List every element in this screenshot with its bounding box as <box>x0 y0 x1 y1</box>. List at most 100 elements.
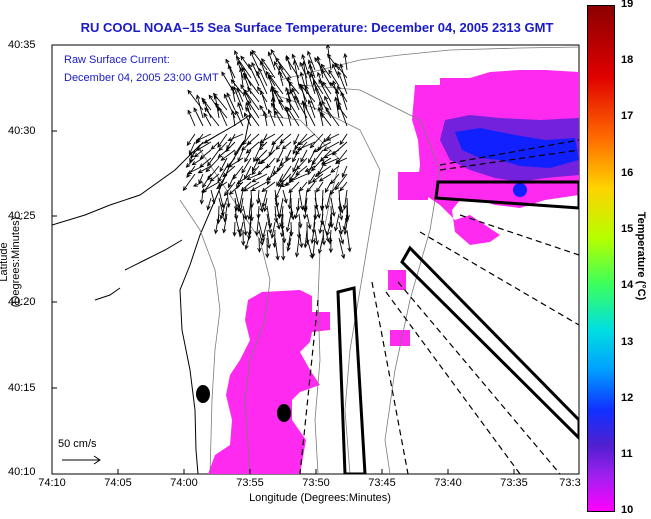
current-vector <box>311 221 316 244</box>
current-vector <box>204 107 220 127</box>
current-vector-head <box>323 138 328 143</box>
current-vector <box>318 107 324 127</box>
current-vector <box>260 61 268 79</box>
current-vector <box>282 189 287 203</box>
current-vector <box>205 157 220 172</box>
current-vector-head <box>243 91 248 97</box>
current-vector <box>257 189 260 204</box>
current-vector-head <box>223 191 229 197</box>
current-vector-head <box>290 215 295 221</box>
current-vector-head <box>301 60 307 66</box>
current-vector-head <box>339 140 344 146</box>
current-vector-head <box>270 96 276 102</box>
current-vector-head <box>243 187 248 192</box>
current-vector-head <box>225 58 230 64</box>
current-vector <box>338 197 343 213</box>
current-vector <box>305 165 316 172</box>
current-vector-head <box>187 89 192 95</box>
current-vector <box>260 90 268 111</box>
current-vector <box>314 197 320 218</box>
current-vector <box>244 89 260 111</box>
current-vector-head <box>209 177 215 182</box>
colorbar-tick-label: 16 <box>621 167 634 179</box>
current-vector <box>322 157 340 166</box>
current-vector <box>295 165 308 176</box>
current-vector <box>280 165 292 183</box>
current-vector <box>232 110 236 127</box>
current-vector <box>245 107 260 127</box>
current-vector <box>312 173 324 183</box>
current-vector <box>242 213 247 236</box>
current-vector <box>201 181 220 193</box>
current-time: December 04, 2005 23:00 GMT <box>64 72 219 84</box>
current-vector <box>251 50 268 71</box>
current-vector <box>298 189 304 210</box>
current-vector-head <box>214 102 220 108</box>
current-vector <box>281 221 284 237</box>
current-vector <box>344 221 348 235</box>
current-vector <box>301 54 308 71</box>
current-vector-head <box>193 153 199 158</box>
current-vector-head <box>288 178 294 183</box>
current-vector <box>346 229 351 252</box>
current-vector <box>220 197 228 220</box>
current-vector <box>338 221 343 234</box>
current-vector-head <box>316 213 321 219</box>
current-vector <box>237 149 244 162</box>
current-vector <box>304 197 308 212</box>
current-vector <box>262 189 268 207</box>
current-vector-head <box>337 85 342 91</box>
current-vector <box>300 149 308 163</box>
current-vector <box>308 100 316 119</box>
current-vector <box>267 165 276 185</box>
current-vector <box>298 229 303 248</box>
current-vector <box>288 81 300 95</box>
current-vector <box>290 221 292 236</box>
current-vector-head <box>275 145 281 151</box>
current-vector <box>341 165 348 178</box>
current-vector-head <box>200 188 206 193</box>
current-vector <box>258 237 260 252</box>
current-vector-head <box>270 48 275 54</box>
current-vector-head <box>270 102 276 108</box>
current-vector <box>188 141 196 155</box>
current-vector-head <box>268 74 274 79</box>
current-vector <box>337 101 348 127</box>
current-vector-head <box>286 97 291 103</box>
current-vector <box>186 133 196 146</box>
current-vector-head <box>199 199 204 205</box>
current-vector-head <box>227 183 232 189</box>
current-label: Raw Surface Current: <box>64 54 170 66</box>
current-vector <box>308 149 316 163</box>
current-vector <box>258 197 263 212</box>
current-vector-head <box>317 249 323 255</box>
current-vector-head <box>325 45 331 49</box>
current-vector-head <box>267 229 273 235</box>
current-vector-head <box>286 246 291 252</box>
current-vector <box>221 149 236 161</box>
current-vector <box>314 229 318 245</box>
current-vector <box>270 103 284 119</box>
current-vector <box>330 197 335 216</box>
current-vector <box>229 181 244 195</box>
x-tick-label: 73:55 <box>236 477 264 489</box>
colorbar-tick-label: 13 <box>621 336 634 348</box>
current-vector-head <box>334 62 339 68</box>
disposal-areas <box>336 180 579 474</box>
current-vector-head <box>234 50 239 55</box>
current-vector <box>244 112 252 127</box>
current-vector-head <box>227 137 233 142</box>
current-vector-head <box>269 87 275 93</box>
current-vector-head <box>267 51 272 57</box>
current-vector <box>306 213 311 229</box>
current-vector <box>245 229 252 250</box>
current-vector-head <box>203 139 209 144</box>
current-vector-head <box>324 188 329 194</box>
current-vector <box>303 103 316 127</box>
current-vector <box>280 133 292 144</box>
current-vector <box>207 165 220 181</box>
current-vector-head <box>325 237 330 243</box>
current-vector-head <box>244 244 249 250</box>
current-vector-head <box>299 61 304 67</box>
current-vector <box>226 133 236 150</box>
